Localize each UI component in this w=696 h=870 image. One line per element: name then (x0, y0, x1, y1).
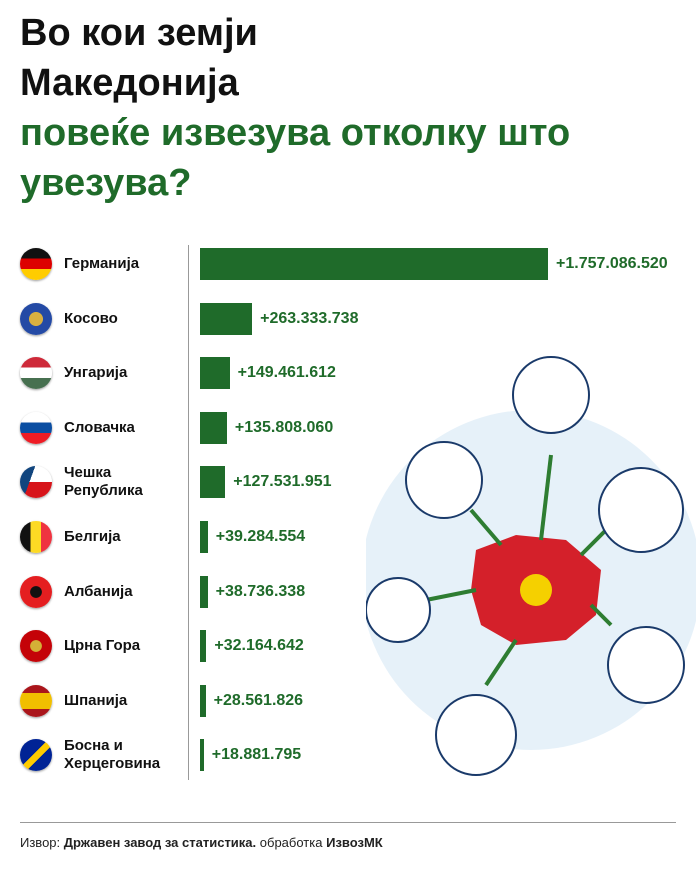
rule (20, 822, 676, 823)
category-label: Албанија (64, 582, 133, 600)
category-label: Босна и Херцеговина (64, 737, 161, 773)
category-label: Германија (64, 255, 140, 272)
value-label: +263.333.738 (260, 309, 359, 327)
category-label: Шпанија (64, 691, 128, 709)
flag (20, 684, 52, 717)
bar (200, 575, 208, 608)
category-label: Унгарија (64, 364, 128, 382)
chart-subtitle: повеќе извезува отколку што увезува? (20, 112, 571, 204)
bar (200, 248, 548, 280)
flag (20, 630, 52, 663)
flag (20, 302, 52, 335)
illustration (366, 356, 696, 776)
credit: ИзвозМК (326, 835, 383, 850)
source: Државен завод за статистика. (63, 835, 257, 850)
value-label: +149.461.612 (237, 364, 336, 382)
source-label: Извор: (20, 835, 61, 850)
sun (520, 574, 552, 606)
category-label: Црна Гора (64, 637, 141, 655)
bar (200, 411, 227, 444)
value-label: +135.808.060 (234, 418, 334, 436)
category-label: Косово (64, 309, 118, 327)
value-label: +127.531.951 (233, 473, 332, 491)
bar (200, 630, 207, 663)
flag (20, 248, 52, 280)
bar (200, 357, 230, 390)
credit-label: обработка (259, 835, 323, 850)
chart-title: Во кои земји Македонија (20, 12, 258, 104)
bar (200, 739, 204, 772)
value-label: +1.757.086.520 (556, 255, 668, 272)
category-label: Словачка (64, 418, 135, 436)
bar (200, 684, 206, 717)
footer: Извор: Државен завод за статистика. обра… (20, 835, 383, 850)
flag (20, 575, 52, 608)
value-label: +38.736.338 (215, 582, 306, 600)
bar (200, 466, 226, 499)
icons (366, 356, 685, 776)
value-label: +18.881.795 (211, 746, 302, 764)
bar (200, 521, 208, 553)
category-label: Белгија (64, 528, 121, 545)
flag (20, 521, 52, 553)
value-label: +39.284.554 (215, 528, 306, 545)
value-label: +28.561.826 (213, 691, 304, 709)
flag (20, 466, 52, 499)
divider (188, 245, 189, 780)
value-label: +32.164.642 (214, 637, 304, 655)
bar (200, 302, 253, 335)
flag (20, 357, 52, 390)
category-label: Чешка Република (64, 464, 143, 500)
flag (20, 739, 52, 772)
flag (20, 411, 52, 444)
